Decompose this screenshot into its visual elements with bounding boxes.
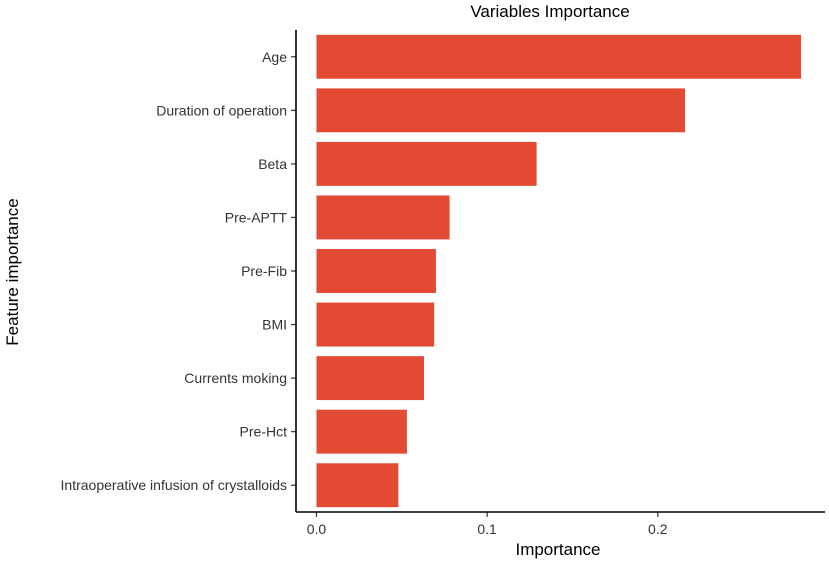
y-axis-title: Feature importance <box>3 198 22 345</box>
y-tick-label: Intraoperative infusion of crystalloids <box>61 477 287 493</box>
y-tick-label: Pre-Hct <box>240 424 288 440</box>
x-tick-label: 0.1 <box>477 521 497 537</box>
x-tick-label: 0.2 <box>648 521 668 537</box>
bars-group <box>316 34 802 508</box>
x-axis-title: Importance <box>515 540 600 559</box>
y-tick-label: Age <box>262 49 287 65</box>
bar <box>316 463 399 508</box>
y-tick-label: Pre-Fib <box>241 263 287 279</box>
bar <box>316 356 424 401</box>
bar <box>316 141 537 186</box>
bar <box>316 409 407 454</box>
x-tick-label: 0.0 <box>307 521 327 537</box>
y-tick-label: Currents moking <box>184 370 287 386</box>
bar <box>316 34 802 79</box>
chart-title: Variables Importance <box>470 2 629 21</box>
y-axis-ticks: Age Duration of operation Beta Pre-APTT Pre-… <box>61 49 296 493</box>
bar <box>316 88 686 133</box>
bar <box>316 302 435 347</box>
bar <box>316 249 436 293</box>
y-tick-label: Duration of operation <box>156 102 287 118</box>
y-tick-label: BMI <box>262 317 287 333</box>
y-tick-label: Pre-APTT <box>225 209 288 225</box>
x-axis-ticks: 0.0 0.1 0.2 <box>307 512 668 537</box>
y-tick-label: Beta <box>258 156 287 172</box>
bar <box>316 195 450 240</box>
